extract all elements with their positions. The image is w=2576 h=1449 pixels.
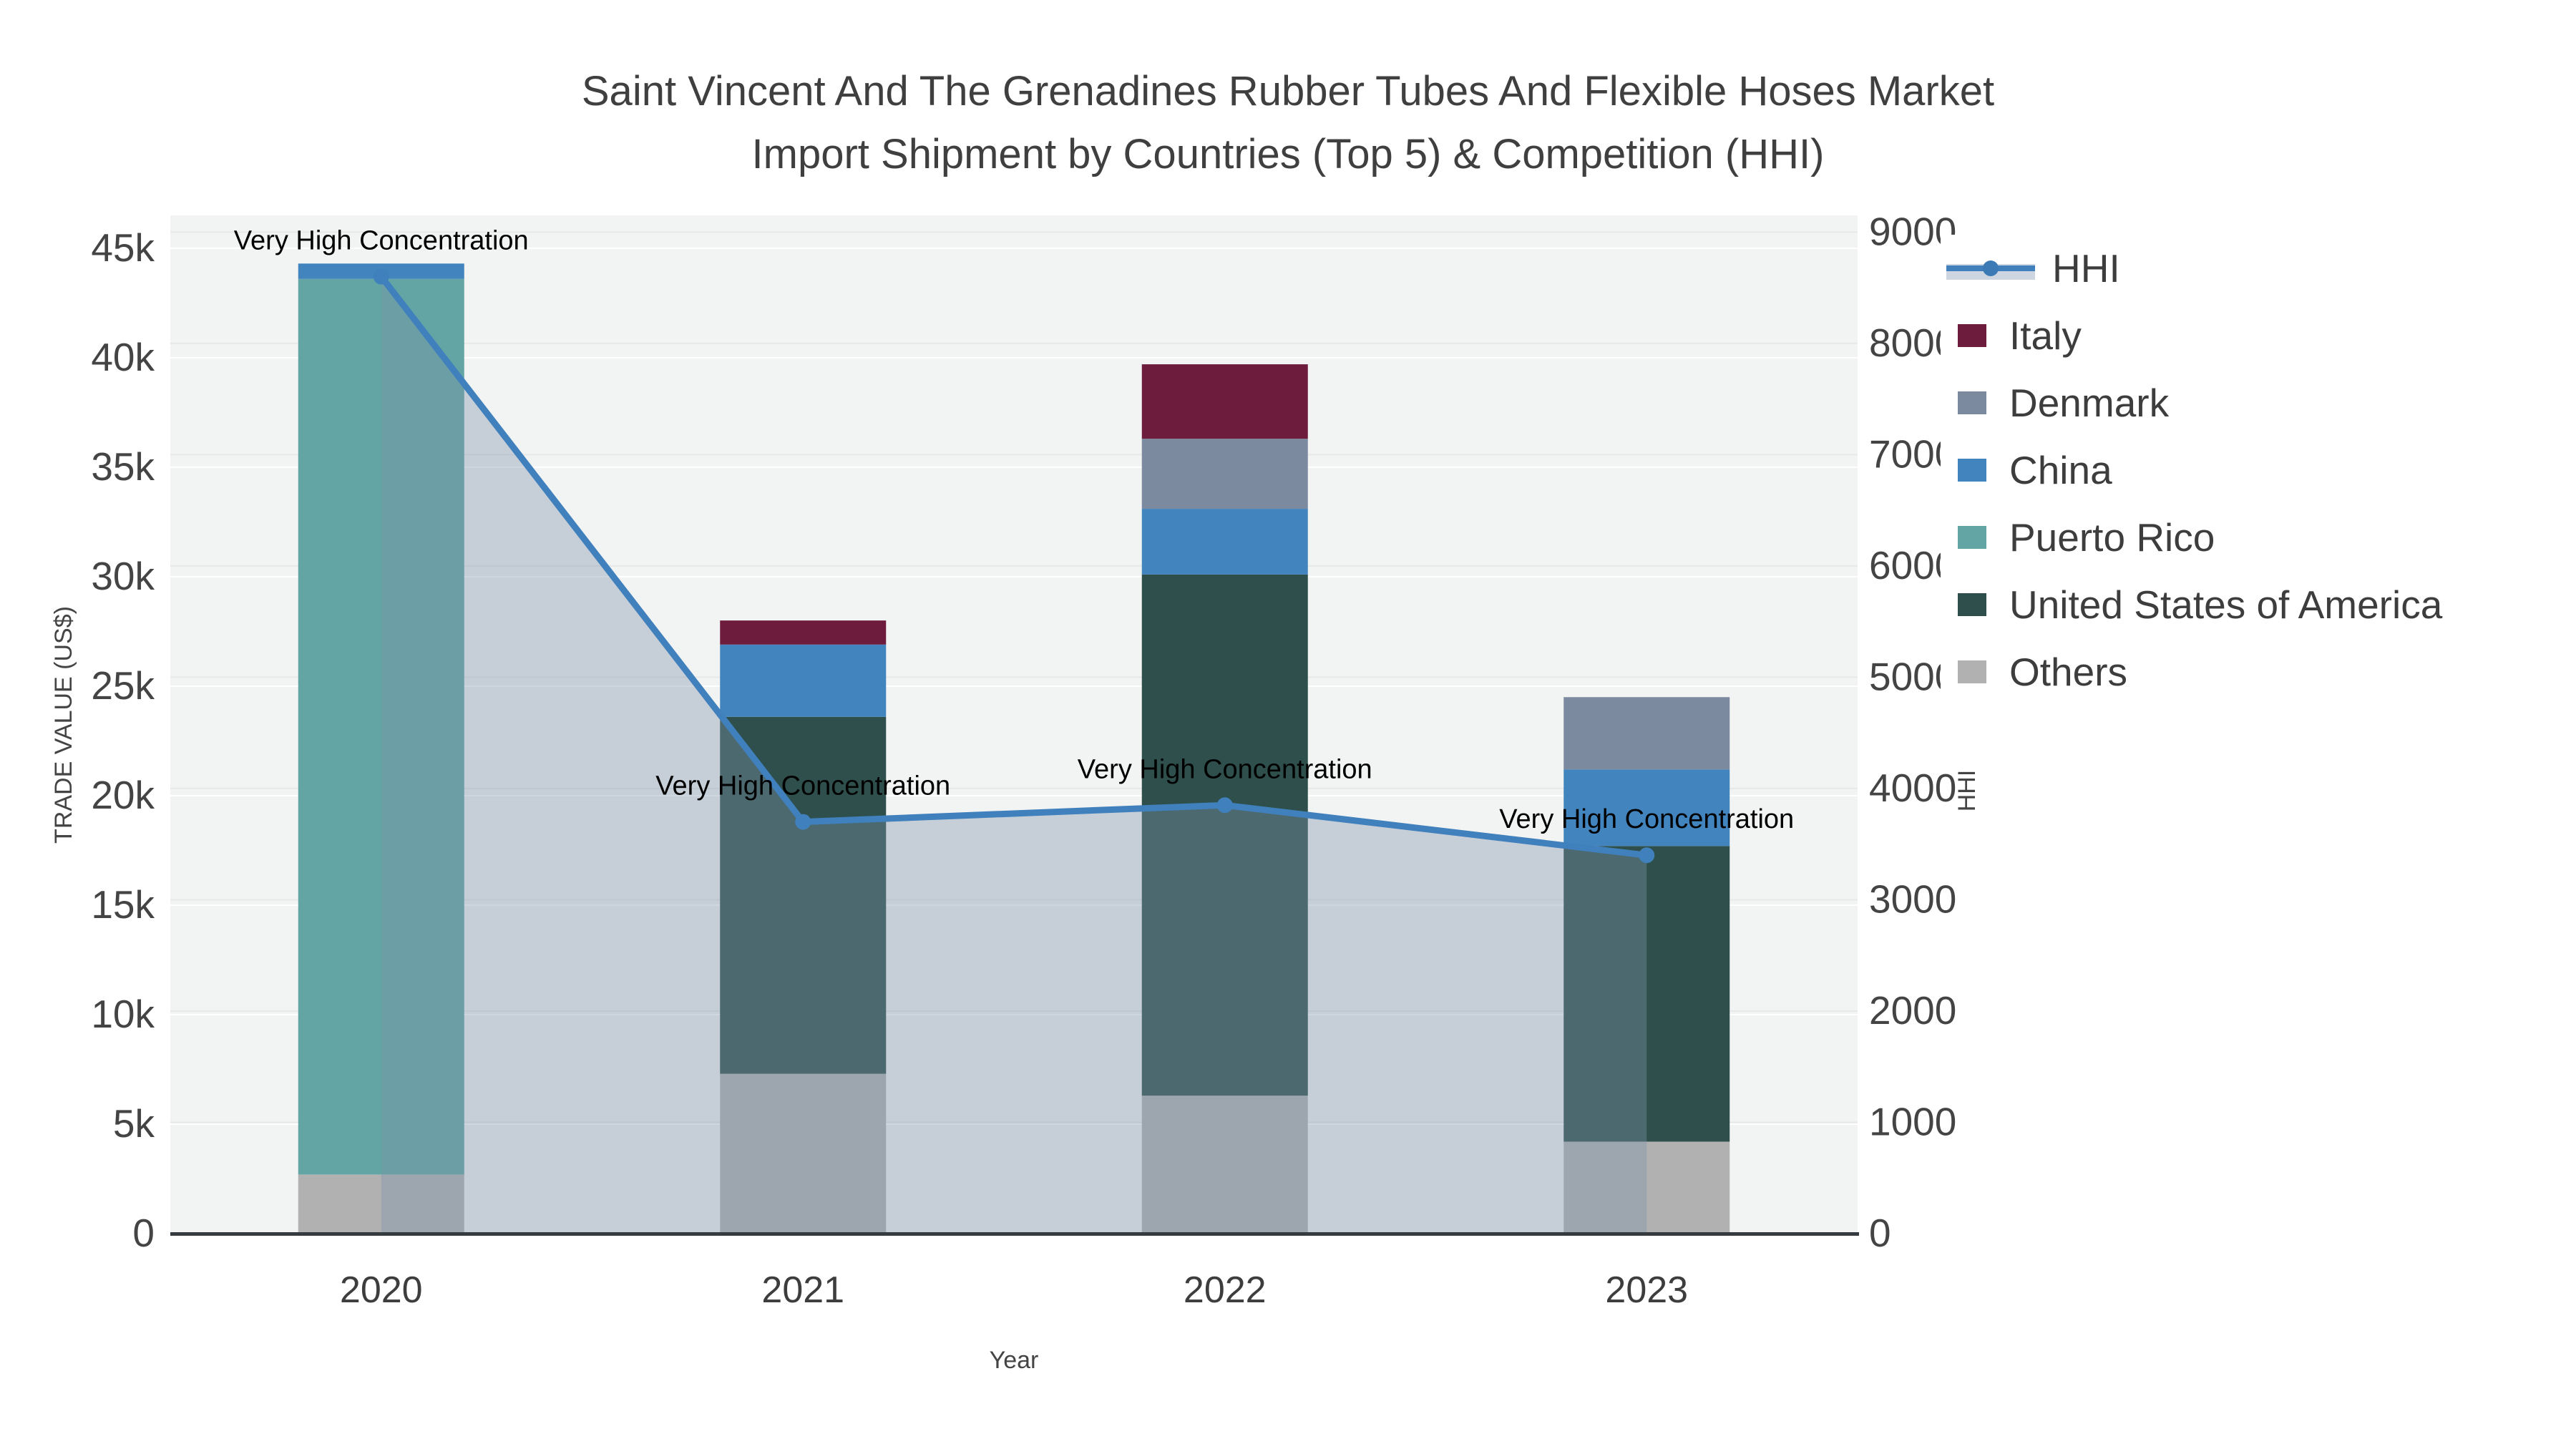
bar-segment-united-states-of-america-2023[interactable]: [1563, 846, 1730, 1142]
legend-item-label: HHI: [2052, 246, 2120, 291]
annotation-2021: Very High Concentration: [655, 771, 950, 801]
legend-item-label: Puerto Rico: [2009, 515, 2215, 560]
y-left-tick-label: 40k: [91, 335, 155, 379]
annotation-2023: Very High Concentration: [1499, 804, 1794, 834]
legend-item-italy[interactable]: Italy: [1941, 302, 2576, 369]
bar-segment-others-2022[interactable]: [1141, 1096, 1308, 1234]
legend-item-puerto-rico[interactable]: Puerto Rico: [1941, 504, 2576, 571]
legend-color-swatch-icon: [1958, 593, 1986, 616]
y-left-tick-label: 10k: [91, 992, 155, 1036]
bar-segment-italy-2022[interactable]: [1141, 364, 1308, 439]
hhi-line-swatch-icon: [1946, 254, 2035, 283]
y-right-tick-label: 1000: [1869, 1099, 1956, 1143]
legend-item-denmark[interactable]: Denmark: [1941, 369, 2576, 436]
bar-segment-puerto-rico-2020[interactable]: [298, 278, 464, 1175]
y-left-tick-label: 30k: [91, 554, 155, 598]
legend-item-label: China: [2009, 448, 2112, 492]
hhi-area-fill: [381, 276, 1647, 1234]
chart-title-line1: Saint Vincent And The Grenadines Rubber …: [581, 68, 1995, 114]
legend: HHI Italy Denmark China Puerto Rico United St…: [1941, 235, 2576, 706]
bar-segment-others-2020[interactable]: [298, 1174, 464, 1234]
bar-segment-united-states-of-america-2022[interactable]: [1141, 574, 1308, 1096]
bar-segment-denmark-2022[interactable]: [1141, 439, 1308, 509]
legend-item-united-states-of-america[interactable]: United States of America: [1941, 571, 2576, 638]
legend-item-hhi[interactable]: HHI: [1941, 235, 2576, 302]
y-left-tick-label: 0: [132, 1211, 155, 1255]
legend-item-label: Others: [2009, 650, 2128, 694]
legend-color-swatch-icon: [1958, 526, 1986, 549]
y-left-tick-label: 35k: [91, 444, 155, 489]
bar-segment-denmark-2023[interactable]: [1563, 697, 1730, 770]
hhi-point-2023[interactable]: [1639, 847, 1655, 864]
y-left-tick-label: 45k: [91, 225, 155, 270]
legend-color-swatch-icon: [1958, 459, 1986, 482]
y-left-tick-label: 5k: [113, 1101, 155, 1146]
hhi-point-2020[interactable]: [373, 268, 389, 285]
x-axis-title: Year: [990, 1347, 1039, 1374]
y-right-axis-title: HHI: [1953, 770, 1981, 812]
bar-segment-china-2022[interactable]: [1141, 509, 1308, 575]
legend-color-swatch-icon: [1958, 324, 1986, 347]
y-left-axis-title: TRADE VALUE (US$): [50, 606, 77, 844]
bar-segment-others-2021[interactable]: [720, 1073, 887, 1234]
x-tick-label-2022: 2022: [1184, 1269, 1267, 1311]
x-tick-label-2020: 2020: [340, 1269, 423, 1311]
annotation-2022: Very High Concentration: [1078, 754, 1372, 784]
chart-title: Saint Vincent And The Grenadines Rubber …: [0, 60, 2576, 186]
hhi-line: [379, 274, 1647, 859]
y-left-tick-label: 20k: [91, 773, 155, 817]
x-tick-label-2021: 2021: [761, 1269, 844, 1311]
legend-color-swatch-icon: [1958, 391, 1986, 414]
bar-segment-italy-2021[interactable]: [720, 620, 887, 645]
y-right-tick-label: 3000: [1869, 877, 1956, 921]
chart-title-line2: Import Shipment by Countries (Top 5) & C…: [751, 131, 1825, 177]
legend-item-china[interactable]: China: [1941, 436, 2576, 504]
annotation-2020: Very High Concentration: [234, 226, 529, 256]
legend-color-swatch-icon: [1958, 660, 1986, 683]
legend-item-label: Italy: [2009, 313, 2082, 358]
y-right-tick-label: 2000: [1869, 988, 1956, 1033]
y-right-tick-label: 0: [1869, 1211, 1891, 1255]
y-left-tick-label: 15k: [91, 882, 155, 927]
bar-segment-united-states-of-america-2021[interactable]: [720, 716, 887, 1074]
legend-item-others[interactable]: Others: [1941, 638, 2576, 706]
hhi-point-2021[interactable]: [795, 814, 811, 830]
y-left-tick-label: 25k: [91, 663, 155, 708]
y-right-tick-label: 4000: [1869, 766, 1956, 810]
legend-item-label: Denmark: [2009, 381, 2170, 425]
bar-segment-china-2021[interactable]: [720, 644, 887, 717]
hhi-point-2022[interactable]: [1216, 797, 1233, 814]
bar-segment-others-2023[interactable]: [1563, 1141, 1730, 1234]
legend-item-label: United States of America: [2009, 582, 2443, 627]
bar-segment-china-2023[interactable]: [1563, 769, 1730, 847]
x-tick-label-2023: 2023: [1605, 1269, 1688, 1311]
x-axis-line: [170, 1232, 1859, 1236]
